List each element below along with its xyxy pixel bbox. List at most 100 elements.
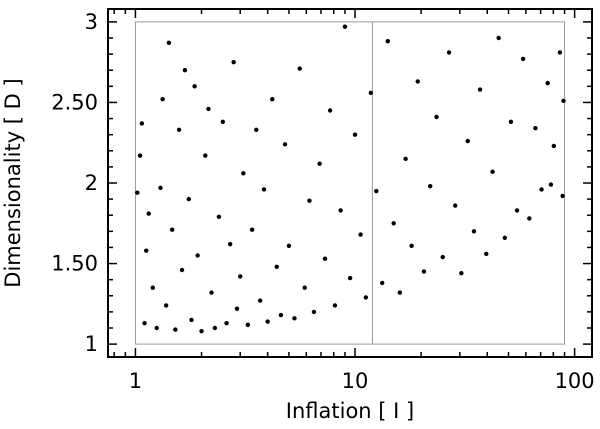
data-point xyxy=(551,143,557,149)
data-point xyxy=(548,182,554,187)
y-tick-label: 2 xyxy=(85,171,98,195)
reference-box xyxy=(134,21,566,345)
data-point xyxy=(286,243,292,249)
scatter-points xyxy=(135,24,566,334)
x-tick-label: 10 xyxy=(342,369,369,393)
data-point xyxy=(241,171,246,176)
data-point xyxy=(342,24,348,29)
data-point xyxy=(245,322,251,327)
data-point xyxy=(307,198,312,203)
data-point xyxy=(203,153,208,158)
data-point xyxy=(421,269,427,274)
data-point xyxy=(484,251,489,257)
data-point xyxy=(539,187,544,192)
data-point xyxy=(459,271,464,276)
data-point xyxy=(508,119,514,124)
x-tick-label: 1 xyxy=(129,369,142,393)
data-point xyxy=(311,309,317,315)
data-point xyxy=(465,138,470,144)
data-point xyxy=(363,295,369,300)
data-point xyxy=(374,188,379,194)
data-point xyxy=(338,208,343,213)
data-point xyxy=(169,227,175,232)
data-point xyxy=(292,316,297,321)
y-tick-label: 1.50 xyxy=(51,252,98,276)
data-point xyxy=(415,79,420,84)
data-point xyxy=(385,39,390,44)
data-point xyxy=(302,285,307,290)
data-point xyxy=(142,320,147,326)
x-axis-ticks: 1 10 100 xyxy=(113,9,595,393)
plot-area-border xyxy=(107,8,593,358)
data-point xyxy=(206,106,211,112)
data-point xyxy=(212,325,218,331)
data-point xyxy=(560,193,565,199)
data-point xyxy=(220,119,226,124)
data-point xyxy=(282,142,288,147)
data-point xyxy=(322,256,328,261)
data-point xyxy=(176,127,182,133)
data-point xyxy=(270,97,275,102)
data-point xyxy=(192,84,197,89)
data-point xyxy=(216,214,222,220)
data-point xyxy=(453,203,458,208)
data-point xyxy=(209,290,214,295)
data-point xyxy=(144,248,149,253)
data-point xyxy=(446,50,452,55)
reference-rectangle xyxy=(134,21,566,345)
plot-frame xyxy=(107,8,593,358)
data-point xyxy=(150,285,156,290)
data-point xyxy=(173,327,178,332)
data-point xyxy=(238,274,243,279)
data-point xyxy=(186,196,192,202)
data-point xyxy=(234,306,240,311)
data-point xyxy=(545,80,550,86)
data-point xyxy=(490,169,495,174)
data-point xyxy=(403,156,408,162)
data-point xyxy=(146,211,151,216)
data-point xyxy=(199,329,204,334)
data-point xyxy=(352,132,358,137)
data-point xyxy=(182,68,188,73)
data-point xyxy=(135,190,140,195)
x-axis-label: Inflation [ I ] xyxy=(286,399,414,423)
data-point xyxy=(477,87,483,92)
data-point xyxy=(358,232,363,237)
data-point xyxy=(502,235,508,240)
y-tick-label: 1 xyxy=(85,332,98,356)
data-point xyxy=(163,303,169,308)
data-point xyxy=(520,56,526,62)
data-point xyxy=(533,126,538,131)
data-point xyxy=(261,187,267,192)
y-tick-label: 2.50 xyxy=(51,90,98,114)
data-point xyxy=(380,280,385,286)
data-point xyxy=(265,319,270,324)
data-point xyxy=(158,185,163,191)
data-point xyxy=(160,97,165,102)
y-axis-ticks: 1 1.50 2 2.50 3 xyxy=(51,10,592,356)
data-point xyxy=(557,50,563,55)
data-point xyxy=(231,59,236,65)
y-axis-label: Dimensionality [ D ] xyxy=(1,78,25,287)
data-point xyxy=(258,298,263,303)
y-tick-label: 3 xyxy=(85,10,98,34)
data-point xyxy=(278,312,284,318)
data-point xyxy=(409,243,414,249)
data-point xyxy=(189,317,194,323)
data-point xyxy=(397,290,403,295)
data-point xyxy=(428,184,433,189)
data-point xyxy=(347,275,353,281)
data-point xyxy=(195,253,200,258)
x-tick-label: 100 xyxy=(555,369,595,393)
data-point xyxy=(514,208,520,213)
data-point xyxy=(496,35,501,41)
data-point xyxy=(527,216,532,221)
data-point xyxy=(254,127,259,133)
data-point xyxy=(368,90,374,95)
data-point xyxy=(440,254,445,260)
data-point xyxy=(332,303,338,308)
data-point xyxy=(179,267,185,273)
data-point xyxy=(224,320,229,326)
data-point xyxy=(274,264,279,269)
